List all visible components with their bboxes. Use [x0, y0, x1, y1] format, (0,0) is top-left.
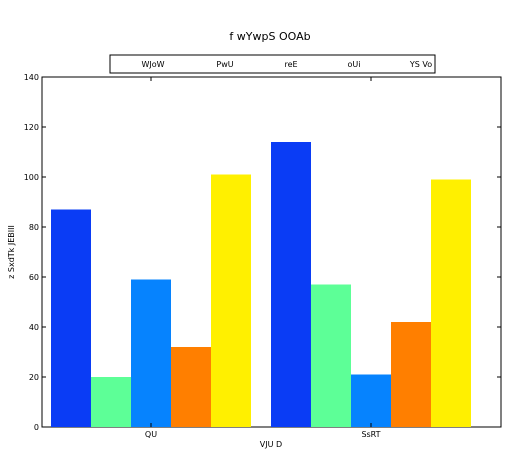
bar-ys-vo-qu — [211, 174, 251, 427]
x-axis: QU SsRT — [145, 77, 381, 439]
y-axis-label: z SxdTk JEBIII — [7, 225, 16, 279]
bar-ys-vo-ssrt — [431, 179, 471, 427]
bar-oui-ssrt — [391, 322, 431, 427]
bars-group — [51, 142, 471, 427]
legend-box — [109, 54, 436, 74]
bar-ree-ssrt — [351, 374, 391, 427]
legend-item-ree: reE — [284, 60, 297, 69]
x-tick-label: QU — [145, 430, 157, 439]
legend: WJoW PwU reE oUi YS Vo — [109, 54, 436, 74]
y-tick-label: 80 — [29, 223, 39, 232]
legend-item-pwu: PwU — [216, 60, 233, 69]
legend-item-ys-vo: YS Vo — [409, 60, 432, 69]
legend-item-wjow: WJoW — [141, 60, 164, 69]
y-tick-label: 0 — [34, 423, 39, 432]
legend-item-oui: oUi — [348, 60, 361, 69]
bar-wjow-ssrt — [271, 142, 311, 427]
x-tick-label: SsRT — [361, 430, 380, 439]
bar-wjow-qu — [51, 209, 91, 427]
y-tick-label: 40 — [29, 323, 39, 332]
y-tick-label: 100 — [24, 173, 39, 182]
y-axis: 0 20 40 60 80 100 120 140 — [24, 73, 501, 432]
y-tick-label: 60 — [29, 273, 39, 282]
y-tick-label: 120 — [24, 123, 39, 132]
bar-ree-qu — [131, 279, 171, 427]
bar-pwu-qu — [91, 377, 131, 427]
bar-pwu-ssrt — [311, 284, 351, 427]
y-tick-label: 20 — [29, 373, 39, 382]
y-tick-label: 140 — [24, 73, 39, 82]
chart-title: f wYwpS OOAb — [229, 30, 310, 43]
x-axis-label: VJU D — [260, 440, 282, 449]
bar-oui-qu — [171, 347, 211, 427]
